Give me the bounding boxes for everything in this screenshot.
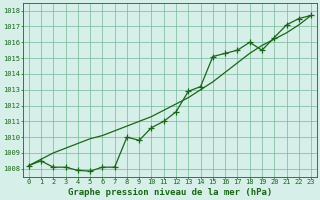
X-axis label: Graphe pression niveau de la mer (hPa): Graphe pression niveau de la mer (hPa): [68, 188, 272, 197]
